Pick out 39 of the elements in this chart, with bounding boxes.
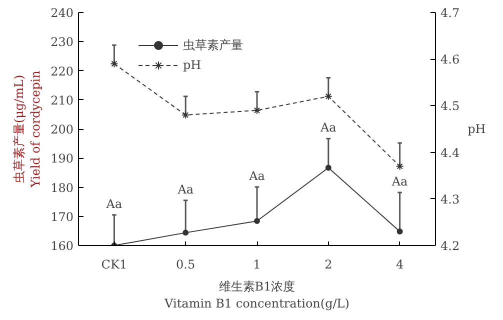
y-tick-label: 170 bbox=[50, 210, 74, 224]
x-tick-label: CK1 bbox=[101, 258, 128, 272]
point bbox=[324, 92, 332, 100]
y-tick-label: 220 bbox=[50, 64, 74, 78]
y2-tick-label: 4.6 bbox=[440, 52, 460, 67]
y2-tick-label: 4.7 bbox=[440, 6, 460, 20]
annotation: Aa bbox=[319, 120, 336, 135]
y-tick-label: 230 bbox=[50, 35, 74, 50]
annotation: Aa bbox=[105, 196, 122, 211]
y-tick-label: 200 bbox=[50, 122, 74, 136]
y-tick-label: 160 bbox=[50, 239, 74, 253]
x-tick-label: 1 bbox=[253, 258, 261, 272]
point bbox=[182, 111, 190, 120]
x-tick-label: 4 bbox=[396, 258, 404, 272]
y2-tick-label: 4.2 bbox=[440, 239, 460, 253]
point bbox=[396, 228, 403, 235]
x-tick-label: 2 bbox=[324, 258, 332, 272]
x-axis-title: 维生素B1浓度 Vitamin B1 concentration(g/L) bbox=[164, 280, 350, 310]
y-tick-label: 190 bbox=[50, 152, 74, 166]
annotation: Aa bbox=[176, 182, 194, 196]
y2-tick-label: 4.3 bbox=[440, 192, 460, 206]
point bbox=[110, 60, 118, 68]
y2-tick-label: 4.5 bbox=[440, 99, 460, 114]
y-tick-label: 180 bbox=[50, 180, 74, 195]
point bbox=[182, 230, 189, 236]
y-tick-label: 240 bbox=[50, 6, 74, 20]
y-tick-label: 210 bbox=[50, 93, 74, 108]
y2-axis-title: pH bbox=[468, 122, 486, 136]
annotation: Aa bbox=[390, 174, 408, 188]
point bbox=[254, 218, 260, 224]
annotation: Aa bbox=[248, 168, 265, 183]
y-axis-title: 虫草素产量(μg/mL) Yield of cordycepin bbox=[12, 70, 43, 188]
y2-tick-label: 4.4 bbox=[440, 146, 460, 160]
point bbox=[396, 162, 404, 170]
x-tick-label: 0.5 bbox=[176, 258, 196, 272]
point bbox=[325, 164, 332, 171]
legend-label: pH bbox=[183, 58, 202, 72]
legend-label: 虫草素产量 bbox=[183, 36, 243, 54]
point bbox=[253, 106, 261, 114]
